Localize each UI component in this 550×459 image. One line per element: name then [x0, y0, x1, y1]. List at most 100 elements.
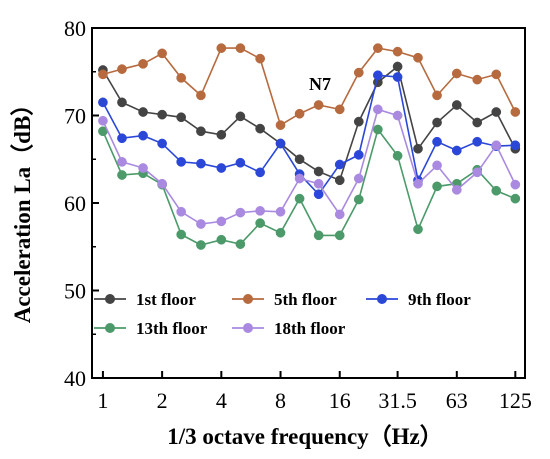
data-point — [491, 107, 502, 117]
data-point — [176, 206, 187, 217]
data-point — [98, 115, 108, 126]
data-point — [216, 234, 227, 245]
data-point — [510, 179, 521, 190]
data-point — [255, 53, 265, 64]
x-tick-label: 125 — [499, 388, 532, 413]
data-point — [392, 110, 403, 121]
legend-marker — [243, 323, 253, 333]
data-point — [138, 163, 148, 173]
data-point — [294, 108, 305, 119]
data-point — [255, 123, 265, 134]
legend-item: 18th floor — [232, 319, 346, 338]
data-point — [176, 157, 187, 167]
data-point — [334, 209, 345, 220]
data-point — [472, 117, 483, 128]
legend-marker — [105, 323, 115, 333]
y-tick-label: 70 — [64, 104, 86, 129]
x-tick-label: 2 — [157, 388, 168, 413]
data-point — [176, 112, 187, 123]
legend-label: 5th floor — [274, 290, 337, 309]
data-point — [216, 129, 227, 140]
data-point — [472, 167, 483, 178]
data-point — [510, 193, 521, 204]
x-axis-title: 1/3 octave frequency（Hz） — [167, 423, 443, 449]
data-point — [432, 136, 442, 147]
series-line — [102, 127, 516, 246]
legend-item: 9th floor — [366, 290, 471, 309]
data-point — [275, 138, 286, 149]
data-point — [373, 124, 383, 135]
x-tick-label: 31.5 — [378, 388, 417, 413]
data-point — [451, 100, 462, 110]
data-point — [138, 107, 148, 117]
y-tick-label: 80 — [64, 16, 86, 41]
data-point — [255, 167, 265, 178]
data-point — [334, 175, 345, 186]
x-tick-label: 63 — [446, 388, 468, 413]
data-point — [117, 170, 127, 180]
legend-marker — [377, 294, 387, 304]
data-point — [313, 178, 324, 189]
legend-item: 5th floor — [232, 290, 337, 309]
data-point — [451, 185, 462, 195]
x-tick-label: 4 — [216, 388, 227, 413]
data-point — [157, 109, 167, 120]
data-point — [334, 230, 345, 241]
legend-label: 18th floor — [274, 319, 346, 338]
data-point — [392, 61, 403, 72]
data-point — [138, 130, 148, 141]
data-point — [294, 193, 305, 204]
data-point — [353, 150, 364, 160]
series-line — [102, 74, 516, 196]
data-point — [413, 52, 423, 63]
data-point — [235, 157, 246, 168]
data-point — [216, 163, 227, 173]
data-point — [472, 136, 483, 147]
annotation-label: N7 — [309, 74, 331, 94]
ticks-layer: 40 50 60 70 80 1 2 4 8 16 31.5 63 125 — [64, 16, 532, 413]
x-tick-label: 16 — [329, 388, 351, 413]
y-tick-label: 50 — [64, 279, 86, 304]
data-point — [413, 224, 423, 235]
data-point — [510, 107, 521, 117]
series-layer — [98, 43, 521, 250]
x-tick-label: 1 — [97, 388, 108, 413]
series-line — [102, 47, 517, 127]
data-point — [117, 133, 127, 144]
data-point — [491, 69, 502, 80]
data-point — [353, 173, 364, 184]
data-point — [413, 178, 423, 189]
data-point — [491, 140, 502, 151]
legend-label: 1st floor — [136, 290, 196, 309]
y-axis-title: Acceleration La（dB） — [9, 93, 35, 324]
data-point — [510, 140, 521, 151]
data-point — [117, 64, 127, 74]
data-point — [432, 90, 442, 101]
data-point — [451, 68, 462, 79]
data-point — [255, 206, 265, 216]
data-point — [235, 207, 246, 218]
legend: 1st floor 5th floor 9th floor 13th floor 18t… — [94, 290, 471, 338]
data-point — [392, 72, 403, 82]
series-line — [102, 65, 517, 182]
legend-marker — [105, 294, 115, 304]
legend-item: 1st floor — [94, 290, 196, 309]
data-point — [196, 126, 206, 137]
data-point — [392, 150, 403, 161]
data-point — [334, 104, 345, 115]
data-point — [196, 240, 206, 250]
data-point — [373, 43, 383, 53]
series-5th-floor — [98, 43, 521, 130]
data-point — [196, 219, 206, 229]
data-point — [157, 138, 167, 149]
data-point — [216, 43, 227, 53]
data-point — [472, 74, 483, 85]
data-point — [157, 178, 167, 189]
data-point — [98, 97, 108, 108]
data-point — [294, 173, 305, 184]
data-point — [373, 70, 383, 81]
data-point — [373, 104, 383, 115]
data-point — [313, 230, 324, 241]
data-point — [313, 189, 324, 200]
